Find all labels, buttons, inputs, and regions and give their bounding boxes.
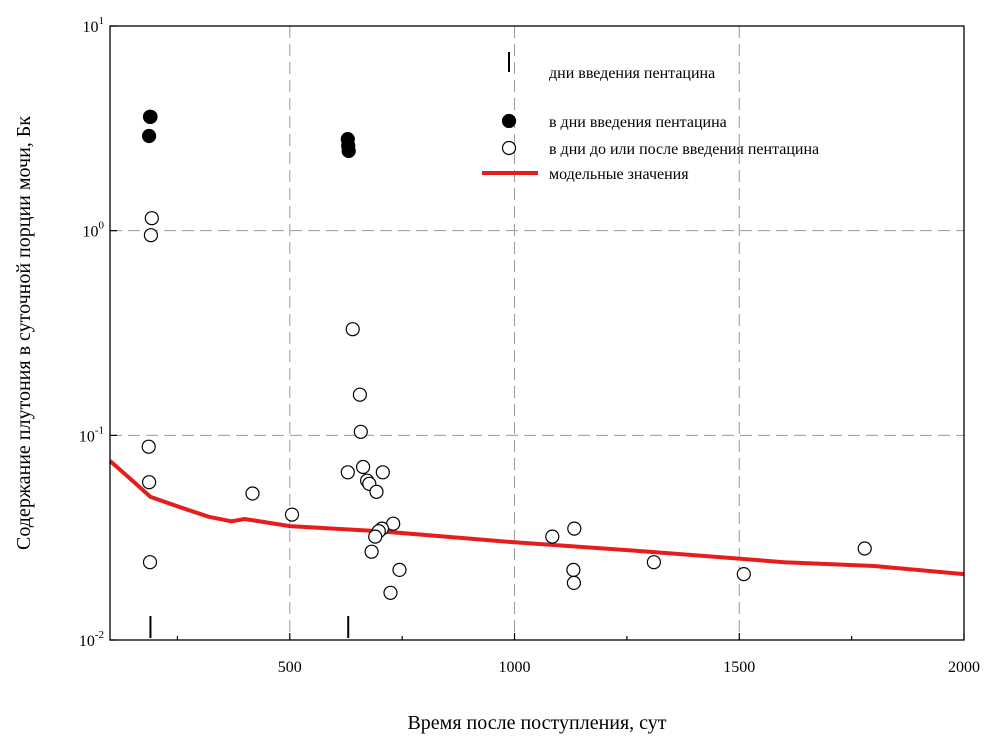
data-point-open (352, 387, 367, 402)
data-point-open (144, 211, 159, 226)
data-point-open (566, 575, 582, 591)
grid-lines (110, 26, 964, 640)
injection-day-markers (149, 616, 350, 638)
data-point-open (143, 228, 158, 243)
data-point-open (245, 486, 260, 501)
legend-label-open: в дни до или после введения пентацина (549, 141, 819, 158)
legend: дни введения пентацина в дни введения пе… (482, 52, 819, 183)
data-point-open (368, 529, 383, 544)
legend-label-days: дни введения пентацина (549, 65, 715, 82)
data-point-open (545, 529, 560, 544)
legend-label-filled: в дни введения пентацина (549, 114, 727, 131)
data-point-open (340, 465, 355, 480)
legend-label-model: модельные значения (549, 166, 689, 183)
data-point-open (345, 322, 360, 337)
y-axis-title: Содержание плутония в суточной порции мо… (13, 116, 35, 550)
x-tick-label: 1000 (499, 659, 531, 676)
data-point-open (364, 544, 379, 559)
model-curve-layer (108, 459, 965, 577)
axis-ticks (110, 25, 965, 641)
y-tick-label: 100 (83, 220, 105, 241)
data-point-filled (142, 128, 157, 144)
data-point-filled (341, 143, 356, 159)
x-tick-label: 1500 (723, 659, 755, 676)
data-point-open (383, 585, 398, 600)
x-axis-title: Время после поступления, сут (407, 712, 666, 734)
model-values-line (108, 459, 965, 577)
data-point-open (857, 541, 872, 556)
y-tick-label: 10-2 (79, 629, 104, 650)
x-tick-label: 500 (278, 659, 302, 676)
data-point-filled (143, 109, 158, 124)
data-point-open (369, 484, 384, 499)
x-tick-label: 2000 (948, 659, 980, 676)
data-point-open (646, 555, 662, 570)
y-tick-labels: 101 100 10-1 10-2 (79, 15, 105, 650)
data-point-open (141, 439, 156, 454)
data-point-open (356, 459, 371, 475)
data-point-open (284, 507, 300, 522)
data-point-open (142, 555, 158, 570)
data-points-layer (141, 109, 872, 600)
x-tick-labels: 500 1000 1500 2000 (278, 659, 980, 676)
y-tick-label: 10-1 (79, 424, 104, 445)
y-tick-label: 101 (83, 15, 105, 36)
legend-marker-open (501, 140, 517, 156)
data-point-open (567, 521, 582, 536)
data-point-open (142, 475, 157, 490)
data-point-open (375, 465, 390, 480)
data-point-open (736, 566, 751, 582)
data-point-open (353, 424, 368, 439)
legend-marker-filled (501, 113, 517, 129)
plot-frame (109, 25, 965, 641)
data-point-open (566, 562, 581, 578)
data-point-open (392, 562, 407, 578)
